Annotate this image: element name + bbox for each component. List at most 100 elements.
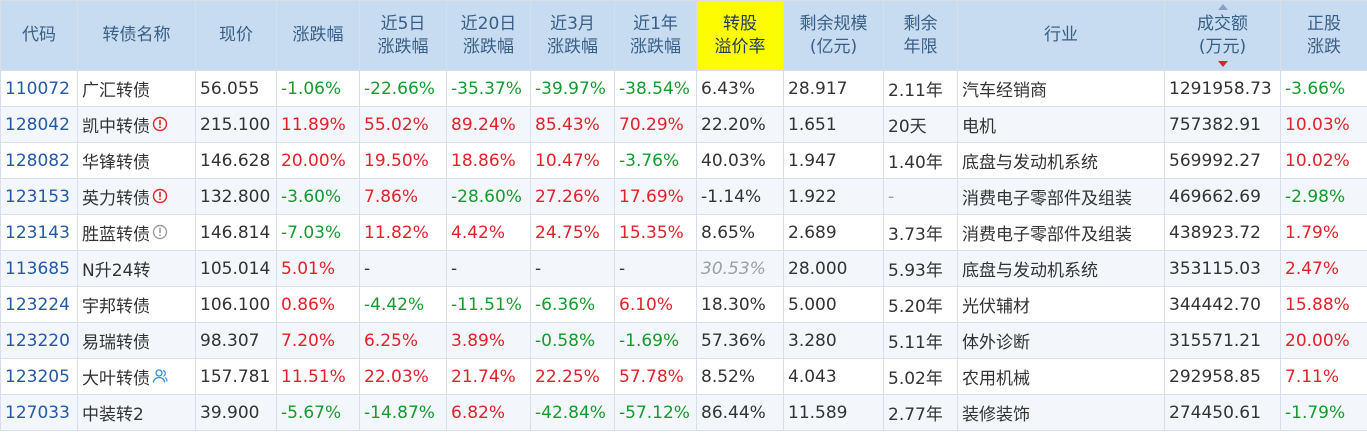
remaining-years-cell-text: 1.40年 bbox=[888, 153, 943, 173]
bond-code-cell-text[interactable]: 123153 bbox=[5, 186, 70, 207]
bond-code-cell[interactable]: 128042 bbox=[0, 106, 78, 143]
bond-code-cell-text[interactable]: 123224 bbox=[5, 294, 70, 315]
bond-name-cell-text[interactable]: 中装转2 bbox=[82, 405, 144, 425]
user-group-icon[interactable] bbox=[152, 368, 168, 389]
stock-change-cell-text: -2.98% bbox=[1285, 186, 1346, 207]
bond-name-cell-text[interactable]: 华锋转债 bbox=[82, 153, 150, 173]
bond-name-cell-text[interactable]: 广汇转债 bbox=[82, 81, 150, 101]
column-header-name[interactable]: 转债名称 bbox=[77, 0, 196, 71]
bond-name-cell[interactable]: 凯中转债 bbox=[77, 106, 196, 143]
table-row[interactable]: 127033 中装转2 39.900 -5.67% -14.87% 6.82% -42.84… bbox=[0, 394, 1367, 431]
bond-name-cell[interactable]: 胜蓝转债 bbox=[77, 214, 196, 251]
bond-name-cell[interactable]: 英力转债 bbox=[77, 178, 196, 215]
column-header-change-5d[interactable]: 近5日 涨跌幅 bbox=[359, 0, 447, 71]
column-header-turnover[interactable]: 成交额 (万元) bbox=[1164, 0, 1281, 71]
table-row[interactable]: 123220 易瑞转债 98.307 7.20% 6.25% 3.89% -0.58% -1.… bbox=[0, 322, 1367, 359]
bond-name-cell-text[interactable]: 胜蓝转债 bbox=[82, 224, 150, 245]
column-header-price[interactable]: 现价 bbox=[195, 0, 277, 71]
alert-circle-icon[interactable] bbox=[152, 188, 168, 209]
bond-name-cell[interactable]: 宇邦转债 bbox=[77, 286, 196, 323]
table-row[interactable]: 110072 广汇转债 56.055 -1.06% -22.66% -35.37% -39.… bbox=[0, 70, 1367, 107]
table-row[interactable]: 123153 英力转债 132.800 -3.60% 7.86% -28.60% 27.26… bbox=[0, 178, 1367, 215]
alert-circle-icon[interactable] bbox=[152, 224, 168, 245]
bond-name-cell-text[interactable]: 宇邦转债 bbox=[82, 297, 150, 317]
change-20d-cell: -35.37% bbox=[446, 70, 531, 107]
column-header-stock-change[interactable]: 正股 涨跌 bbox=[1280, 0, 1367, 71]
change-5d-cell: 22.03% bbox=[359, 358, 447, 395]
table-row[interactable]: 123224 宇邦转债 106.100 0.86% -4.42% -11.51% -6.36… bbox=[0, 286, 1367, 323]
column-header-code[interactable]: 代码 bbox=[0, 0, 78, 71]
alert-circle-icon[interactable] bbox=[152, 116, 168, 137]
bond-code-cell-text[interactable]: 110072 bbox=[5, 78, 70, 99]
bond-code-cell-text[interactable]: 128042 bbox=[5, 114, 70, 135]
remaining-years-cell: - bbox=[883, 178, 958, 215]
bond-code-cell[interactable]: 123224 bbox=[0, 286, 78, 323]
bond-name-cell-text[interactable]: N升24转 bbox=[82, 261, 151, 281]
column-header-change-1y[interactable]: 近1年 涨跌幅 bbox=[614, 0, 697, 71]
change-1y-cell: -38.54% bbox=[614, 70, 697, 107]
remaining-years-cell-text: - bbox=[888, 186, 895, 207]
table-row[interactable]: 128082 华锋转债 146.628 20.00% 19.50% 18.86% 10.47… bbox=[0, 142, 1367, 179]
turnover-cell-text: 438923.72 bbox=[1169, 222, 1261, 243]
bond-name-cell[interactable]: 大叶转债 bbox=[77, 358, 196, 395]
bond-name-cell-text[interactable]: 凯中转债 bbox=[82, 116, 150, 137]
table-row[interactable]: 123143 胜蓝转债 146.814 -7.03% 11.82% 4.42% 24.75%… bbox=[0, 214, 1367, 251]
bond-name-cell-text[interactable]: 易瑞转债 bbox=[82, 333, 150, 353]
column-header-change-20d[interactable]: 近20日 涨跌幅 bbox=[446, 0, 531, 71]
change-3m-cell-text: 27.26% bbox=[535, 186, 600, 207]
change-5d-cell-text: 6.25% bbox=[364, 330, 419, 351]
turnover-cell: 274450.61 bbox=[1164, 394, 1281, 431]
change-cell-text: 20.00% bbox=[281, 150, 346, 171]
industry-cell-text: 体外诊断 bbox=[962, 333, 1030, 353]
bond-code-cell-text[interactable]: 123220 bbox=[5, 330, 70, 351]
bond-code-cell[interactable]: 110072 bbox=[0, 70, 78, 107]
sort-ascending-icon[interactable] bbox=[1217, 4, 1228, 10]
bond-name-cell[interactable]: N升24转 bbox=[77, 250, 196, 287]
table-row[interactable]: 113685 N升24转 105.014 5.01% - - - - 30.53% 28.000 5… bbox=[0, 250, 1367, 287]
remaining-years-cell: 5.11年 bbox=[883, 322, 958, 359]
bond-name-cell[interactable]: 华锋转债 bbox=[77, 142, 196, 179]
bond-code-cell[interactable]: 123205 bbox=[0, 358, 78, 395]
header-row: 代码 转债名称 现价 涨跌幅 近5日 涨跌幅 近20日 涨跌幅 近3月 涨跌幅 近1年 涨跌幅 转股 溢价… bbox=[0, 0, 1367, 71]
stock-change-cell: -2.98% bbox=[1280, 178, 1367, 215]
bond-name-cell[interactable]: 易瑞转债 bbox=[77, 322, 196, 359]
bond-code-cell[interactable]: 123153 bbox=[0, 178, 78, 215]
premium-cell-text: 86.44% bbox=[701, 402, 766, 423]
column-header-remaining-years[interactable]: 剩余 年限 bbox=[883, 0, 958, 71]
stock-change-cell: 15.88% bbox=[1280, 286, 1367, 323]
bond-name-cell-text[interactable]: 英力转债 bbox=[82, 188, 150, 209]
bond-code-cell-text[interactable]: 128082 bbox=[5, 150, 70, 171]
column-header-sublabel: 涨跌幅 bbox=[547, 36, 598, 57]
table-row[interactable]: 123205 大叶转债 157.781 11.51% 22.03% 21.74% 22.25… bbox=[0, 358, 1367, 395]
table-row[interactable]: 128042 凯中转债 215.100 11.89% 55.02% 89.24% 85.43… bbox=[0, 106, 1367, 143]
price-cell: 132.800 bbox=[195, 178, 277, 215]
industry-cell-text: 装修装饰 bbox=[962, 405, 1030, 425]
premium-cell: 6.43% bbox=[696, 70, 784, 107]
change-20d-cell-text: - bbox=[451, 258, 458, 279]
change-cell: 11.51% bbox=[276, 358, 360, 395]
bond-code-cell-text[interactable]: 123143 bbox=[5, 222, 70, 243]
bond-name-cell[interactable]: 广汇转债 bbox=[77, 70, 196, 107]
bond-code-cell-text[interactable]: 127033 bbox=[5, 402, 70, 423]
bond-code-cell[interactable]: 127033 bbox=[0, 394, 78, 431]
bond-code-cell[interactable]: 113685 bbox=[0, 250, 78, 287]
bond-code-cell[interactable]: 123143 bbox=[0, 214, 78, 251]
bond-code-cell-text[interactable]: 113685 bbox=[5, 258, 70, 279]
column-header-industry[interactable]: 行业 bbox=[957, 0, 1165, 71]
bond-name-cell[interactable]: 中装转2 bbox=[77, 394, 196, 431]
turnover-cell: 438923.72 bbox=[1164, 214, 1281, 251]
bond-name-cell-text[interactable]: 大叶转债 bbox=[82, 368, 150, 389]
change-20d-cell-text: 6.82% bbox=[451, 402, 506, 423]
industry-cell-text: 消费电子零部件及组装 bbox=[962, 225, 1132, 245]
column-header-conversion-premium[interactable]: 转股 溢价率 bbox=[696, 0, 784, 71]
column-header-change[interactable]: 涨跌幅 bbox=[276, 0, 360, 71]
bond-code-cell[interactable]: 128082 bbox=[0, 142, 78, 179]
premium-cell: 8.52% bbox=[696, 358, 784, 395]
bond-code-cell[interactable]: 123220 bbox=[0, 322, 78, 359]
column-header-remaining-scale[interactable]: 剩余规模 (亿元) bbox=[783, 0, 884, 71]
sort-descending-icon[interactable] bbox=[1217, 61, 1228, 67]
remaining-scale-cell-text: 28.000 bbox=[788, 258, 848, 279]
remaining-scale-cell: 28.000 bbox=[783, 250, 884, 287]
bond-code-cell-text[interactable]: 123205 bbox=[5, 366, 70, 387]
column-header-change-3m[interactable]: 近3月 涨跌幅 bbox=[530, 0, 615, 71]
